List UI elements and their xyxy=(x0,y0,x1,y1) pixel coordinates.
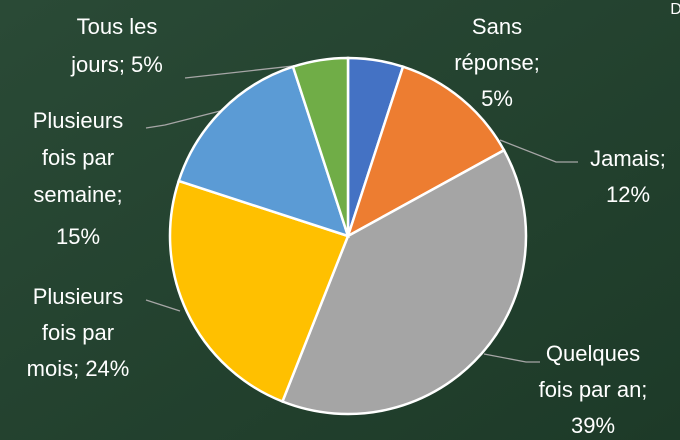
data-label: Sans réponse; 5% xyxy=(454,14,540,111)
data-label-line: Plusieurs xyxy=(33,108,123,133)
leader-line xyxy=(145,107,233,129)
data-label-line: 12% xyxy=(606,182,650,207)
corner-text: D xyxy=(670,1,680,18)
data-label-line: Sans xyxy=(472,14,522,39)
data-label-line: réponse; xyxy=(454,50,540,75)
data-label-line: fois par an; xyxy=(539,377,648,402)
pie-slice xyxy=(345,65,506,239)
slices xyxy=(168,56,528,416)
data-label: Quelques fois par an; 39% xyxy=(539,341,648,438)
data-label-line: semaine; xyxy=(33,182,122,207)
data-label: Tous les jours; 5% xyxy=(70,14,163,77)
data-label-line: 15% xyxy=(56,224,100,249)
data-label-line: 39% xyxy=(571,413,615,438)
pie-slice xyxy=(291,56,350,237)
data-label: Plusieurs fois par semaine; 15% xyxy=(33,108,123,249)
leader-line xyxy=(145,299,181,312)
data-label-line: fois par xyxy=(42,320,114,345)
pie-slice xyxy=(168,179,350,404)
data-label-line: mois; 24% xyxy=(27,356,130,381)
data-label-line: Jamais; xyxy=(590,146,666,171)
data-label-line: fois par xyxy=(42,145,114,170)
data-label: Plusieurs fois par mois; 24% xyxy=(27,284,130,381)
data-label-line: Quelques xyxy=(546,341,640,366)
data-label-line: jours; 5% xyxy=(70,52,163,77)
data-label: Jamais; 12% xyxy=(590,146,666,207)
pie-slice xyxy=(280,148,528,416)
data-label-line: Tous les xyxy=(77,14,158,39)
data-label-line: Plusieurs xyxy=(33,284,123,309)
data-label-line: 5% xyxy=(481,86,513,111)
leader-line xyxy=(483,353,540,363)
leader-line xyxy=(499,139,578,163)
